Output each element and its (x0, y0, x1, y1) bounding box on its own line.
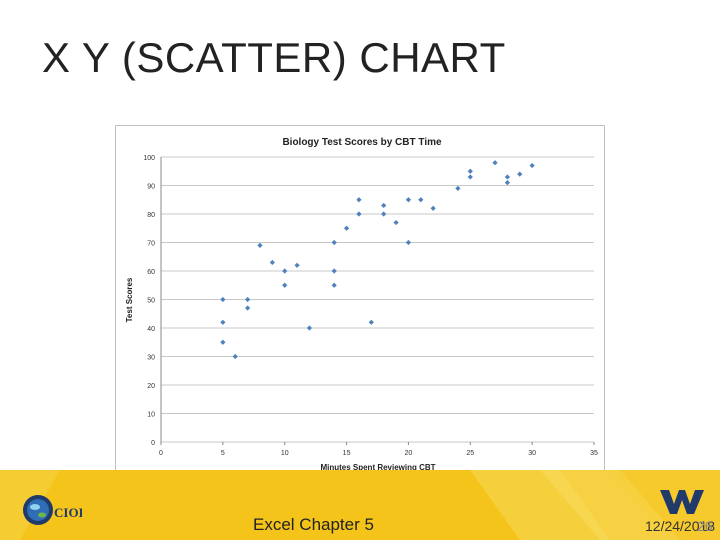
data-point (529, 162, 535, 169)
data-point (504, 174, 510, 180)
data-point (269, 259, 275, 266)
y-tick-label: 0 (151, 440, 155, 447)
y-tick-label: 70 (147, 241, 155, 248)
x-tick-label: 30 (528, 450, 536, 457)
data-point (405, 239, 412, 246)
data-point (405, 197, 412, 203)
x-tick-label: 0 (159, 450, 163, 457)
wv-flying-logo-icon (660, 490, 704, 514)
data-point (331, 239, 337, 246)
y-tick-label: 40 (147, 326, 155, 333)
data-point (245, 305, 251, 311)
data-point (504, 180, 510, 186)
data-point (343, 225, 350, 231)
x-tick-label: 20 (405, 450, 413, 457)
x-tick-label: 25 (466, 450, 474, 457)
chart-title: Biology Test Scores by CBT Time (282, 137, 442, 148)
x-tick-label: 35 (590, 450, 598, 457)
logo-text: CIOI (54, 505, 82, 520)
data-point (455, 185, 461, 191)
data-point (393, 219, 399, 226)
data-point (356, 197, 362, 203)
data-point (306, 325, 313, 331)
wv-logo (660, 488, 704, 523)
data-point (220, 339, 226, 345)
globe-logo-icon: CIOI (23, 495, 84, 525)
data-point (356, 211, 362, 217)
footer-label: Excel Chapter 5 (253, 515, 374, 534)
tick-labels: 0 10 20 30 40 50 60 70 80 90 100 0 5 10 15 20 25 30 35 (143, 155, 598, 457)
data-point (418, 197, 424, 203)
scatter-chart: 0 10 20 30 40 50 60 70 80 90 100 0 5 10 15 20 25 30 35 Bio… (115, 125, 605, 480)
y-tick-label: 60 (147, 269, 155, 276)
data-point (282, 282, 288, 288)
cs101-logo: CIOI (22, 490, 84, 535)
data-point (245, 296, 251, 303)
data-point (368, 319, 374, 325)
data-point (467, 168, 473, 174)
y-tick-label: 10 (147, 412, 155, 419)
y-axis-label: Test Scores (125, 277, 134, 322)
data-point (381, 202, 387, 209)
x-tick-label: 10 (281, 450, 289, 457)
data-point (232, 353, 238, 360)
data-point (257, 242, 263, 248)
slide-title: X Y (SCATTER) CHART (42, 34, 506, 81)
data-point (331, 268, 337, 274)
data-point (430, 205, 436, 211)
y-tick-label: 90 (147, 184, 155, 191)
data-point (331, 282, 337, 288)
data-point (467, 174, 473, 180)
y-tick-label: 30 (147, 355, 155, 362)
grid-lines (160, 156, 595, 445)
y-tick-label: 20 (147, 383, 155, 390)
y-tick-label: 50 (147, 298, 155, 305)
page-number: 26 (697, 518, 713, 534)
data-point (282, 268, 288, 274)
chart-svg: 0 10 20 30 40 50 60 70 80 90 100 0 5 10 15 20 25 30 35 Bio… (125, 137, 598, 472)
data-point (381, 211, 387, 217)
data-point (517, 171, 523, 177)
x-axis-label: Minutes Spent Reviewing CBT (320, 463, 435, 472)
y-tick-label: 100 (143, 155, 155, 162)
data-point (294, 262, 300, 268)
x-tick-label: 5 (221, 450, 225, 457)
y-tick-label: 80 (147, 212, 155, 219)
data-points (220, 160, 535, 360)
data-point (492, 160, 498, 166)
data-point (220, 319, 226, 325)
x-tick-label: 15 (343, 450, 351, 457)
footer-bar (0, 470, 720, 540)
footer-date: 12/24/2018 (645, 518, 716, 534)
data-point (220, 296, 226, 303)
